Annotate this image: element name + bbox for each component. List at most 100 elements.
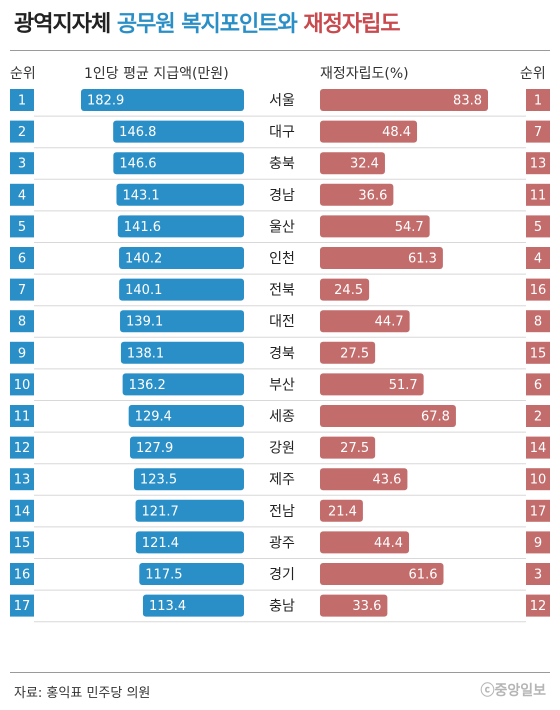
region-label: 충남	[269, 599, 295, 615]
left-rank-label: 3	[18, 157, 26, 172]
right-rank-box	[526, 120, 550, 143]
right-bar	[320, 183, 394, 206]
left-rank-box	[10, 89, 34, 111]
right-rank-label: 4	[534, 252, 542, 267]
left-rank-box	[10, 499, 34, 522]
left-rank-label: 13	[14, 473, 31, 488]
right-bar	[320, 531, 410, 554]
right-rank-label: 14	[530, 441, 547, 456]
left-rank-label: 4	[18, 188, 26, 203]
right-bar	[320, 152, 385, 175]
left-rank-box	[10, 563, 34, 585]
right-bar	[320, 215, 430, 238]
right-bar	[320, 563, 444, 585]
left-rank-box	[10, 405, 34, 427]
left-rank-box	[10, 436, 34, 459]
right-rank-label: 15	[530, 346, 547, 361]
right-bar-value: 54.7	[395, 220, 424, 235]
right-bar-value: 43.6	[372, 473, 401, 488]
right-rank-label: 16	[530, 283, 547, 298]
left-bar-value: 127.9	[136, 441, 173, 456]
left-rank-box	[10, 120, 34, 143]
right-bar-value: 61.3	[408, 252, 437, 267]
right-rank-label: 13	[530, 157, 547, 172]
left-bar-value: 146.6	[119, 157, 156, 172]
left-bar-value: 182.9	[87, 94, 124, 109]
right-bar	[320, 247, 443, 269]
left-bar-value: 141.6	[124, 220, 161, 235]
bottom-divider	[10, 672, 550, 673]
region-label: 전남	[269, 504, 295, 520]
left-rank-label: 11	[14, 410, 31, 425]
region-label: 대구	[269, 125, 295, 141]
right-bar-value: 36.6	[358, 188, 387, 203]
region-label: 경남	[269, 188, 295, 204]
right-rank-label: 9	[534, 536, 542, 551]
left-rank-label: 16	[14, 568, 31, 583]
left-bar-value: 143.1	[122, 188, 159, 203]
right-bar-value: 27.5	[340, 346, 369, 361]
region-label: 부산	[269, 377, 295, 393]
right-rank-box	[526, 594, 550, 617]
region-label: 경기	[269, 567, 295, 583]
left-rank-label: 5	[18, 220, 26, 235]
left-bar	[116, 183, 244, 206]
right-rank-label: 10	[530, 473, 547, 488]
right-rank-box	[526, 310, 550, 333]
left-bar-value: 146.8	[119, 125, 156, 140]
region-label: 제주	[269, 472, 295, 488]
right-rank-box	[526, 183, 550, 206]
left-bar	[117, 215, 244, 238]
right-bar	[320, 373, 424, 396]
left-rank-label: 15	[14, 536, 31, 551]
left-bar	[120, 310, 244, 333]
top-divider	[10, 50, 550, 51]
region-label: 서울	[269, 93, 295, 109]
left-bar	[81, 89, 244, 111]
left-bar-value: 123.5	[140, 473, 177, 488]
right-rank-label: 3	[534, 568, 542, 583]
right-rank-label: 5	[534, 220, 542, 235]
publisher-logo: ⓒ중앙일보	[480, 683, 546, 699]
right-bar	[320, 120, 418, 143]
left-bar-value: 121.7	[142, 504, 179, 519]
right-rank-box	[526, 215, 550, 238]
right-bar	[320, 341, 376, 364]
left-rank-box	[10, 183, 34, 206]
region-label: 세종	[269, 409, 295, 425]
region-label: 강원	[269, 441, 295, 457]
right-rank-label: 12	[530, 599, 547, 614]
left-bar-value: 117.5	[145, 568, 182, 583]
left-bar	[122, 373, 244, 396]
right-rank-box	[526, 436, 550, 459]
left-bar-value: 138.1	[127, 346, 164, 361]
right-bar-value: 44.7	[375, 315, 404, 330]
right-bar-value: 33.6	[352, 599, 381, 614]
left-rank-label: 8	[18, 315, 26, 330]
left-rank-label: 1	[18, 94, 26, 109]
right-bar-value: 61.6	[409, 568, 438, 583]
left-rank-box	[10, 468, 34, 491]
left-rank-label: 12	[14, 441, 31, 456]
left-rank-label: 2	[18, 125, 26, 140]
left-rank-box	[10, 341, 34, 364]
right-bar-value: 21.4	[328, 504, 357, 519]
right-bar	[320, 310, 410, 333]
region-label: 대전	[269, 314, 295, 330]
header-right-bar: 재정자립도(%)	[320, 66, 409, 82]
right-rank-box	[526, 499, 550, 522]
left-bar	[119, 278, 244, 301]
right-rank-box	[526, 563, 550, 585]
header-left-rank: 순위	[10, 66, 36, 82]
right-bar	[320, 89, 488, 111]
left-rank-box	[10, 215, 34, 238]
left-rank-box	[10, 310, 34, 333]
right-bar-value: 83.8	[453, 94, 482, 109]
right-bar-value: 27.5	[340, 441, 369, 456]
left-bar-value: 113.4	[149, 599, 186, 614]
left-bar	[142, 594, 244, 617]
left-rank-box	[10, 152, 34, 175]
right-bar	[320, 468, 408, 491]
left-bar	[139, 563, 244, 585]
